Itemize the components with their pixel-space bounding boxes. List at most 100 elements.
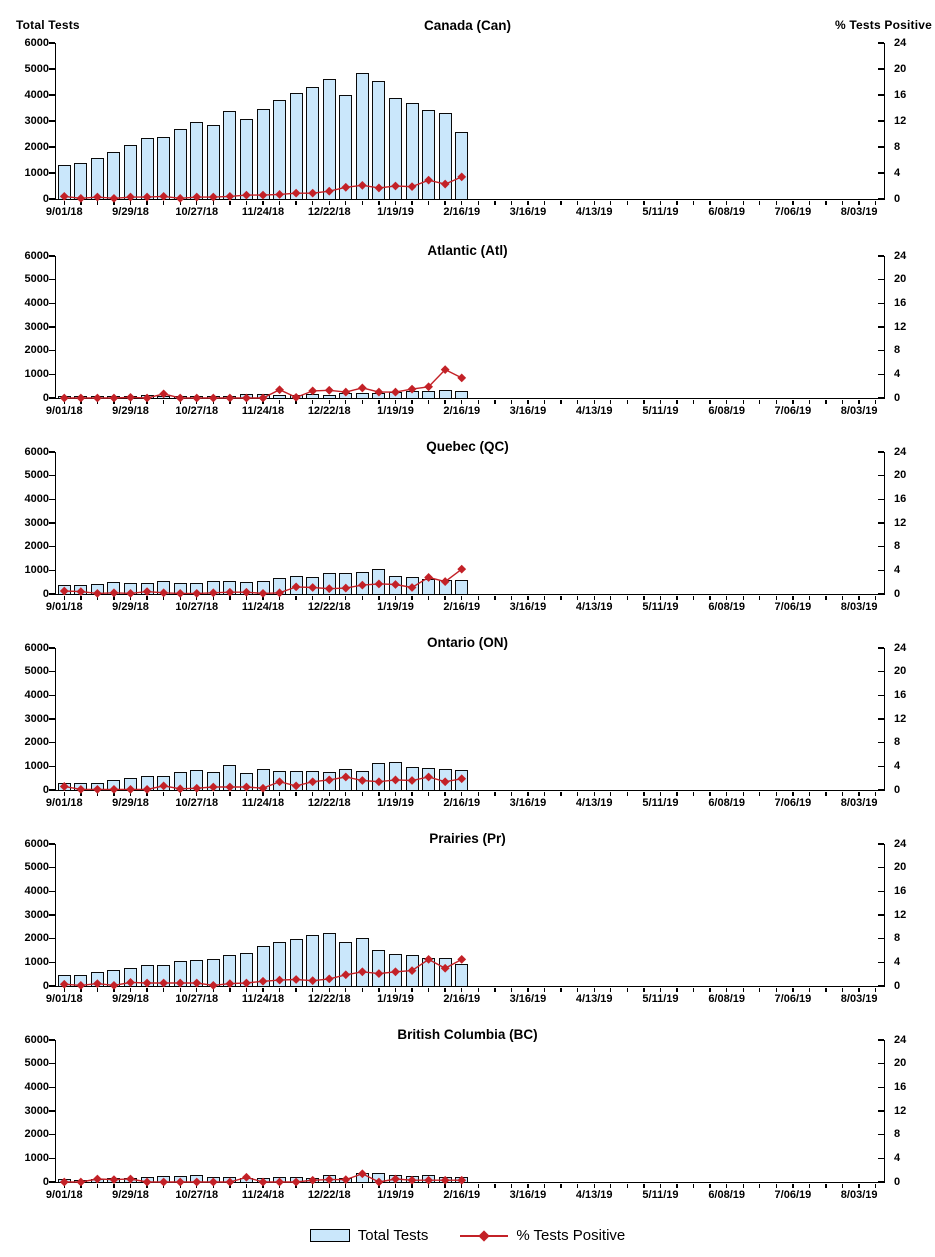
x-axis-tick-label: 9/29/18 [112, 797, 149, 809]
x-axis-tick [278, 200, 281, 205]
x-axis-tick [725, 1183, 728, 1188]
plot-area: 6000 24 5000 20 4000 16 3000 12 2000 8 1000 4 0 0 9/01… [25, 446, 907, 614]
right-axis-tick [878, 670, 884, 673]
right-axis-tick-label: 8 [894, 540, 901, 553]
total-tests-bar [206, 958, 220, 986]
left-axis-tick [49, 1039, 55, 1041]
total-tests-bar [124, 144, 138, 199]
right-axis-tick [878, 373, 884, 376]
x-axis-tick [692, 399, 695, 404]
left-axis-tick-label: 5000 [24, 469, 49, 482]
right-axis-tick [878, 1062, 884, 1065]
right-axis-tick-label: 12 [894, 320, 907, 333]
x-axis-tick [742, 1183, 744, 1188]
x-axis-tick [659, 399, 662, 404]
x-axis-tick [394, 200, 397, 205]
x-axis-tick [759, 399, 761, 404]
x-axis-tick-label: 8/03/19 [840, 797, 878, 809]
x-axis-tick [494, 987, 496, 992]
x-axis-tick [775, 399, 778, 404]
x-axis-tick [295, 987, 297, 992]
diamond-marker-icon [341, 387, 351, 397]
x-axis-tick [858, 595, 860, 600]
x-axis-tick [411, 1183, 413, 1188]
right-axis-tick-label: 4 [894, 955, 901, 968]
x-axis-tick [858, 987, 860, 992]
diamond-marker-icon [457, 954, 467, 964]
right-axis-tick [878, 789, 884, 791]
x-axis-tick [725, 595, 728, 600]
diamond-marker-icon [142, 785, 152, 794]
x-axis-tick [626, 595, 628, 600]
left-axis-tick [49, 1133, 55, 1136]
x-axis-tick-label: 8/03/19 [840, 1189, 878, 1201]
right-axis-tick [878, 42, 884, 44]
x-axis-tick [328, 987, 330, 992]
diamond-marker-icon [192, 783, 202, 793]
x-axis-tick [295, 791, 297, 796]
total-tests-bar [173, 772, 187, 790]
right-axis-tick-label: 8 [894, 1128, 901, 1141]
diamond-marker-icon [308, 386, 318, 396]
diamond-marker-icon [457, 564, 467, 574]
x-axis-tick [427, 987, 430, 992]
diamond-marker-icon [258, 589, 268, 598]
left-axis-tick [49, 647, 55, 649]
x-axis-tick [593, 791, 595, 796]
x-axis-tick [162, 399, 165, 404]
x-axis-tick [643, 595, 645, 600]
total-tests-bar [107, 969, 121, 986]
legend-line-diamond-swatch-icon [460, 1229, 509, 1242]
x-axis-tick [378, 595, 380, 600]
x-axis-tick [626, 399, 628, 404]
x-axis-tick [162, 595, 165, 600]
diamond-marker-icon [225, 587, 235, 597]
x-axis-tick [610, 1183, 612, 1188]
x-axis-tick [875, 1183, 877, 1188]
left-axis-tick [49, 255, 55, 257]
right-axis-tick-label: 20 [894, 665, 907, 678]
x-axis-tick [527, 1183, 529, 1188]
total-tests-bar [355, 937, 369, 986]
total-tests-bar [223, 954, 237, 986]
diamond-marker-icon [391, 181, 400, 191]
chart-ontario: Ontario (ON) 6000 24 5000 20 4000 16 3000 12 200… [0, 635, 935, 831]
x-axis-tick [610, 399, 612, 404]
left-axis-tick-label: 6000 [24, 641, 49, 654]
diamond-marker-icon [142, 1177, 152, 1187]
right-axis-tick [878, 1133, 884, 1136]
x-axis-tick [759, 987, 761, 992]
right-axis-tick-label: 4 [894, 1151, 901, 1164]
x-axis-tick [527, 791, 529, 796]
right-axis-tick-label: 0 [894, 391, 901, 404]
x-axis-tick [875, 595, 877, 600]
diamond-marker-icon [308, 1175, 318, 1185]
x-axis-tick [626, 791, 628, 796]
left-axis-tick-label: 2000 [24, 540, 49, 553]
left-axis-tick [49, 593, 55, 595]
x-axis-tick [875, 987, 877, 992]
diamond-marker-icon [109, 981, 119, 990]
x-axis-tick-label: 3/16/19 [509, 993, 547, 1005]
total-tests-bar [422, 391, 436, 398]
total-tests-bar [190, 122, 204, 199]
total-tests-bar [223, 111, 237, 199]
diamond-marker-icon [440, 577, 450, 586]
diamond-marker-icon [126, 1174, 135, 1184]
x-axis-tick-label: 1/19/19 [377, 1189, 414, 1201]
left-axis-tick [49, 349, 55, 352]
left-axis-tick-label: 4000 [24, 884, 49, 897]
total-tests-bar [306, 934, 320, 986]
x-axis-tick [692, 595, 695, 600]
total-tests-bar [206, 580, 220, 594]
x-axis-tick-label: 10/27/18 [175, 405, 219, 417]
diamond-marker-icon [357, 180, 367, 190]
diamond-marker-icon [192, 192, 202, 202]
x-axis-tick-label: 10/27/18 [175, 1189, 219, 1201]
x-axis-tick-label: 10/27/18 [175, 206, 219, 218]
x-axis-tick [494, 595, 496, 600]
diamond-marker-icon [142, 587, 152, 597]
x-axis-tick [394, 1183, 397, 1188]
left-axis-tick [49, 789, 55, 791]
